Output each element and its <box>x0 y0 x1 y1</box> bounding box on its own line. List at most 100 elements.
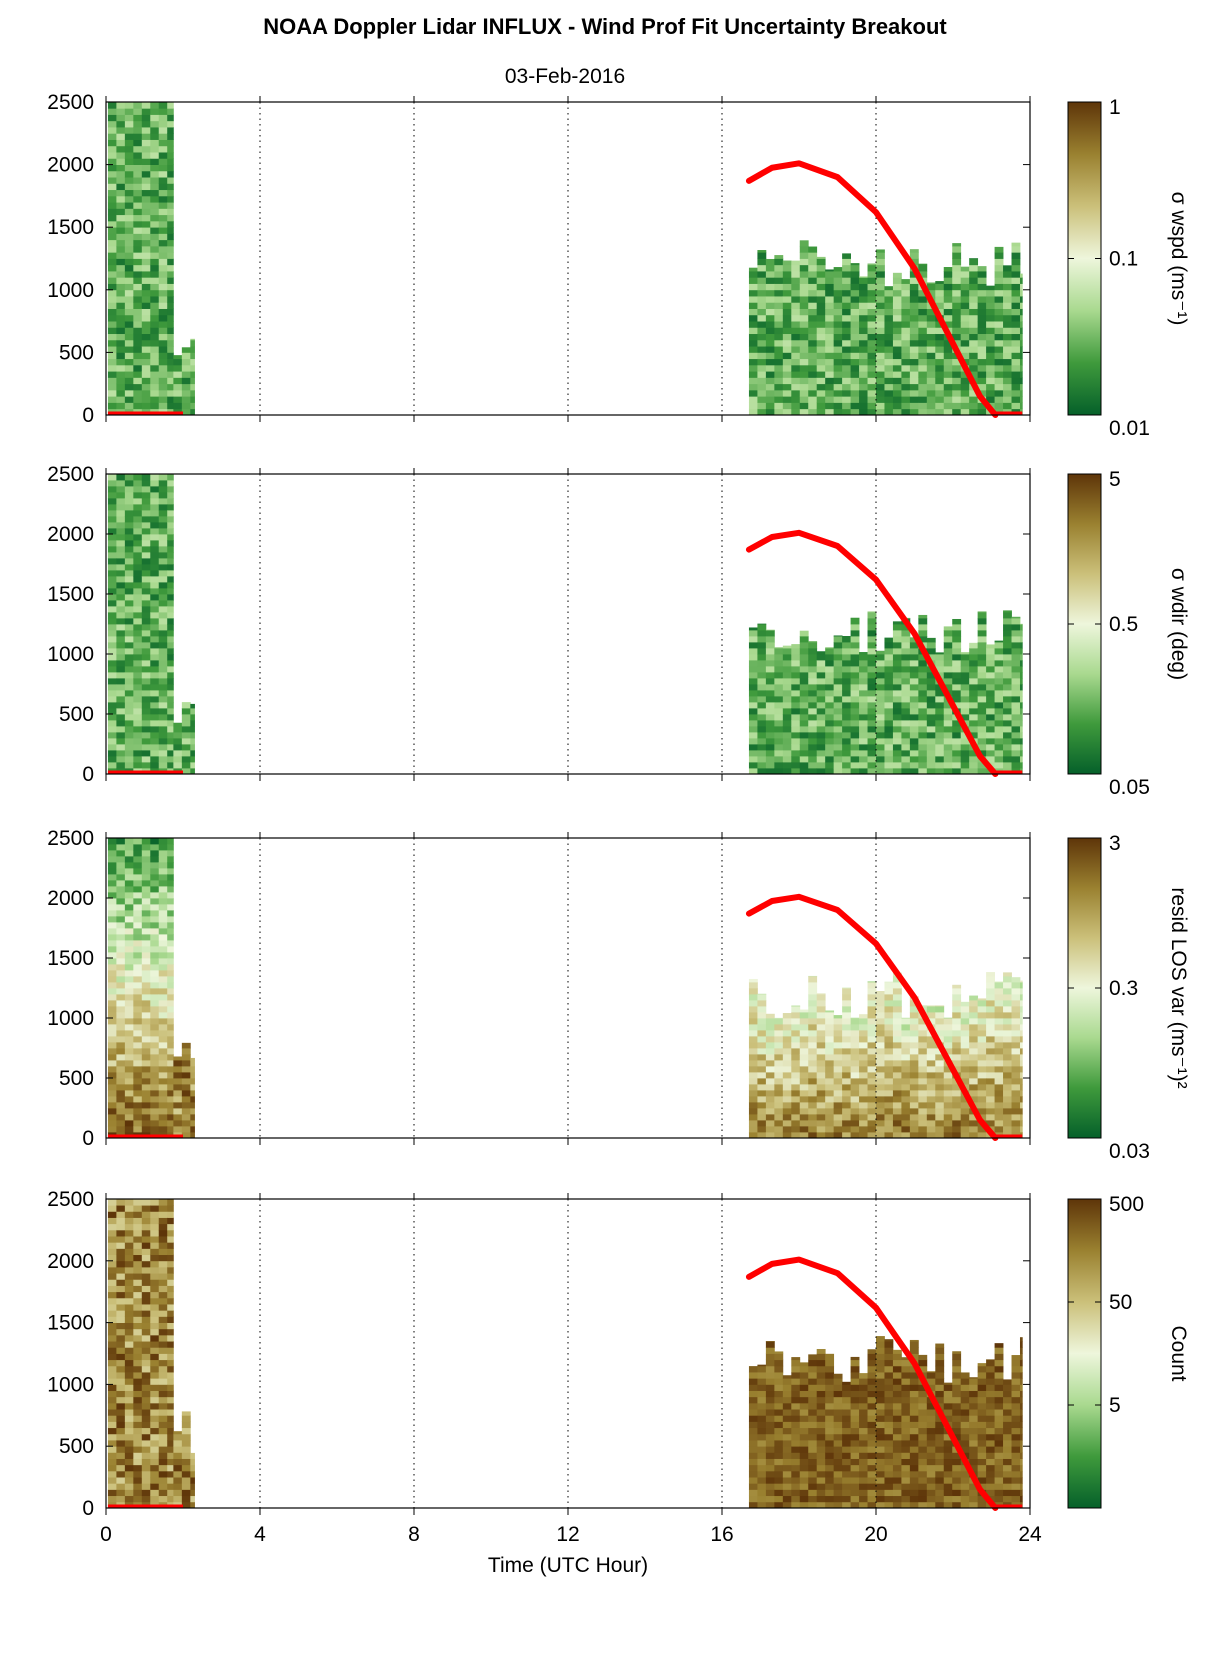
heatmap-cell <box>141 498 151 505</box>
heatmap-cell <box>901 750 911 757</box>
heatmap-cell <box>952 988 962 995</box>
heatmap-cell <box>757 708 767 715</box>
heatmap-cell <box>842 666 851 673</box>
heatmap-cell <box>150 904 160 911</box>
heatmap-cell <box>918 1096 928 1103</box>
heatmap-cell <box>782 1489 792 1497</box>
heatmap-cell <box>757 1054 767 1061</box>
heatmap-cell <box>757 277 767 284</box>
heatmap-cell <box>1003 690 1012 697</box>
heatmap-cell <box>833 314 843 322</box>
heatmap-cell <box>867 1464 877 1472</box>
heatmap-cell <box>918 1036 928 1043</box>
heatmap-cell <box>986 756 995 763</box>
heatmap-cell <box>918 1440 928 1447</box>
heatmap-cell <box>1011 339 1021 347</box>
heatmap-cell <box>141 732 151 739</box>
heatmap-cell <box>952 1359 962 1367</box>
heatmap-cell <box>859 1384 868 1391</box>
heatmap-cell <box>977 1066 987 1073</box>
heatmap-cell <box>901 768 911 775</box>
heatmap-cell <box>791 666 801 673</box>
heatmap-cell <box>833 1108 843 1115</box>
heatmap-cell <box>867 768 877 775</box>
heatmap-cell <box>116 630 126 637</box>
heatmap-cell <box>977 358 987 366</box>
heatmap-cell <box>133 233 143 241</box>
y-tick-label: 500 <box>59 341 94 364</box>
heatmap-cell <box>816 1126 826 1133</box>
heatmap-cell <box>116 1205 126 1212</box>
heatmap-cell <box>173 1126 183 1133</box>
heatmap-cell <box>141 916 151 923</box>
heatmap-cell <box>167 120 174 128</box>
heatmap-cell <box>133 114 143 122</box>
heatmap-cell <box>141 594 151 601</box>
heatmap-cell <box>765 1030 775 1037</box>
heatmap-cell <box>124 1120 134 1127</box>
heatmap-cell <box>926 1483 936 1490</box>
heatmap-cell <box>825 756 835 763</box>
heatmap-cell <box>116 922 126 929</box>
heatmap-cell <box>884 1396 894 1404</box>
heatmap-cell <box>994 702 1004 709</box>
heatmap-cell <box>808 252 818 259</box>
heatmap-cell <box>969 1421 979 1429</box>
heatmap-cell <box>173 1483 183 1490</box>
heatmap-cell <box>850 333 860 341</box>
heatmap-cell <box>918 654 928 661</box>
heatmap-cell <box>1003 982 1012 989</box>
heatmap-cell <box>782 1421 792 1429</box>
heatmap-cell <box>107 862 117 869</box>
heatmap-cell <box>926 1452 936 1459</box>
heatmap-cell <box>986 678 995 685</box>
heatmap-cell <box>833 1066 843 1073</box>
heatmap-cell <box>124 1347 134 1354</box>
heatmap-cell <box>816 1090 826 1097</box>
heatmap-cell <box>977 289 987 297</box>
heatmap-cell <box>173 355 183 360</box>
heatmap-cell <box>867 264 877 272</box>
heatmap-cell <box>1011 321 1021 328</box>
heatmap-cell <box>141 152 151 159</box>
heatmap-cell <box>150 928 160 935</box>
heatmap-cell <box>901 642 911 649</box>
heatmap-cell <box>133 1365 143 1373</box>
heatmap-cell <box>943 377 953 385</box>
heatmap-cell <box>935 1343 945 1348</box>
heatmap-cell <box>782 339 792 347</box>
heatmap-cell <box>816 702 826 709</box>
heatmap-cell <box>107 1427 117 1435</box>
heatmap-cell <box>816 371 826 378</box>
heatmap-cell <box>833 308 843 316</box>
heatmap-cell <box>935 1024 945 1031</box>
heatmap-cell <box>133 158 143 165</box>
heatmap-cell <box>935 377 945 385</box>
heatmap-cell <box>1011 708 1021 715</box>
heatmap-cell <box>935 1359 945 1367</box>
heatmap-cell <box>116 1334 126 1342</box>
heatmap-cell <box>952 408 962 416</box>
heatmap-cell <box>791 1108 801 1115</box>
heatmap-cell <box>181 1411 191 1416</box>
heatmap-cell <box>833 1501 843 1509</box>
heatmap-cell <box>935 708 945 715</box>
heatmap-cell <box>141 994 151 1001</box>
heatmap-cell <box>116 708 126 715</box>
heatmap-cell <box>133 714 143 721</box>
heatmap-cell <box>867 1024 877 1031</box>
heatmap-cell <box>158 534 168 541</box>
heatmap-cell <box>986 377 995 385</box>
heatmap-cell <box>808 750 818 757</box>
heatmap-cell <box>757 660 767 667</box>
heatmap-cell <box>960 1042 970 1049</box>
heatmap-cell <box>1019 1108 1023 1115</box>
heatmap-cell <box>791 1495 801 1503</box>
heatmap-cell <box>1011 333 1021 341</box>
heatmap-cell <box>969 1006 979 1013</box>
heatmap-cell <box>133 383 143 391</box>
heatmap-cell <box>141 862 151 869</box>
heatmap-cell <box>141 850 151 857</box>
heatmap-cell <box>876 1108 885 1115</box>
heatmap-cell <box>850 402 860 410</box>
